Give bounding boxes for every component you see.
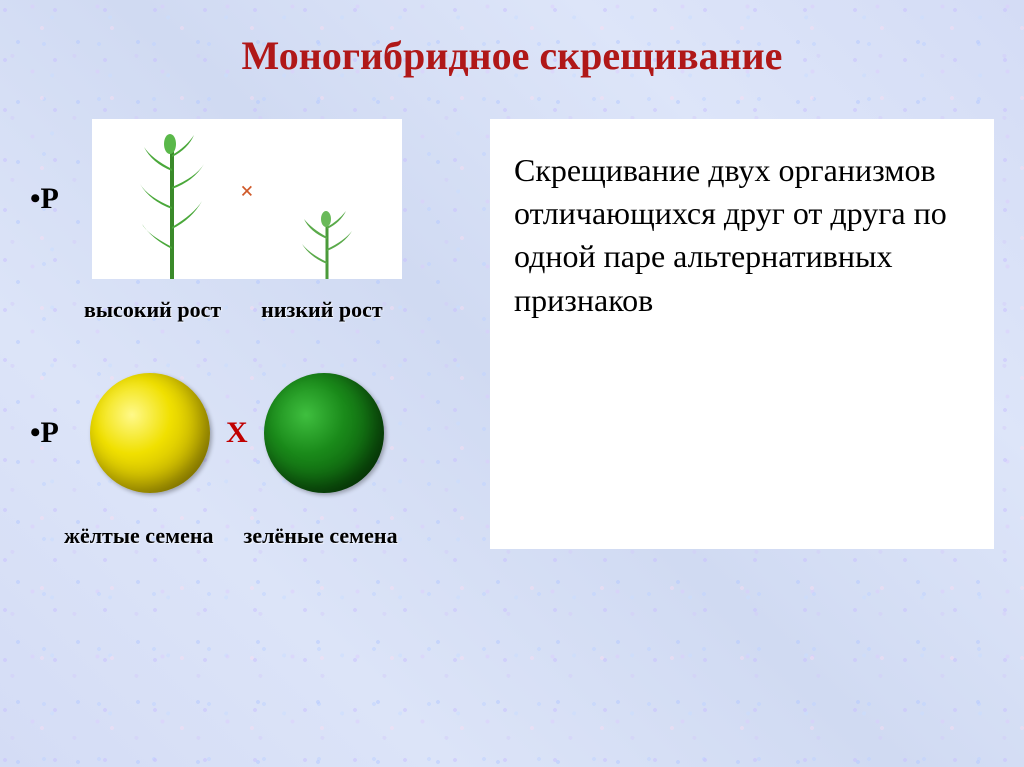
definition-panel: Скрещивание двух организмов отличающихся… bbox=[490, 119, 994, 549]
yellow-seed bbox=[90, 373, 210, 493]
plants-cross-row: •P × bbox=[30, 119, 470, 279]
seed-labels-row: жёлтые семена зелёные семена bbox=[64, 523, 470, 549]
short-plant bbox=[282, 199, 372, 279]
short-plant-label: низкий рост bbox=[261, 297, 383, 323]
bullet-1: • bbox=[30, 182, 41, 215]
tall-plant-label: высокий рост bbox=[84, 297, 221, 323]
title-text: Моногибридное скрещивание bbox=[242, 33, 783, 78]
p-text-1: P bbox=[41, 182, 59, 215]
green-seed-label: зелёные семена bbox=[244, 523, 398, 549]
bullet-2: • bbox=[30, 416, 41, 449]
generation-label-2: •P bbox=[30, 416, 74, 450]
plant-labels-row: высокий рост низкий рост bbox=[84, 297, 470, 323]
generation-label-1: •P bbox=[30, 182, 74, 216]
seeds-cross-row: •P Х bbox=[30, 373, 470, 493]
left-column: •P × bbox=[30, 119, 470, 549]
p-text-2: P bbox=[41, 416, 59, 449]
seeds-cross-symbol: Х bbox=[226, 416, 248, 450]
slide-title: Моногибридное скрещивание bbox=[0, 0, 1024, 79]
plant-illustration-box: × bbox=[92, 119, 402, 279]
tall-plant bbox=[122, 129, 222, 279]
green-seed bbox=[264, 373, 384, 493]
definition-text: Скрещивание двух организмов отличающихся… bbox=[514, 149, 970, 322]
plants-cross-symbol: × bbox=[240, 179, 254, 206]
content-area: •P × bbox=[0, 79, 1024, 549]
yellow-seed-label: жёлтые семена bbox=[64, 523, 214, 549]
